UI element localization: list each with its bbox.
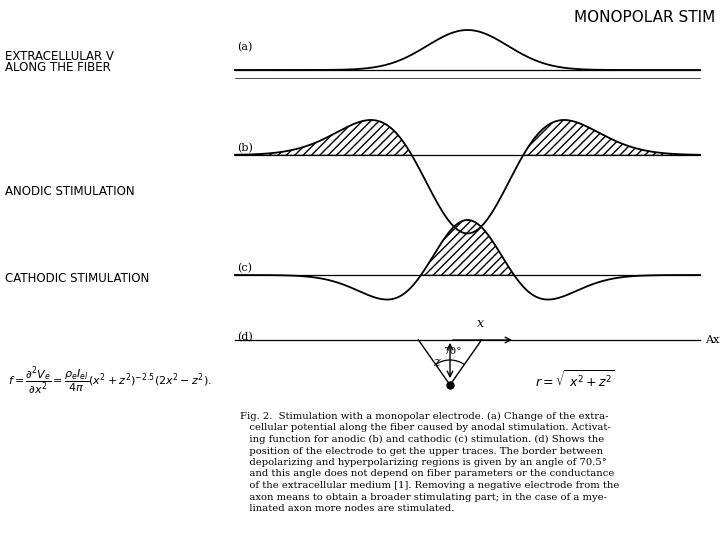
Text: x: x	[477, 317, 484, 330]
Text: depolarizing and hyperpolarizing regions is given by an angle of 70.5°: depolarizing and hyperpolarizing regions…	[240, 458, 607, 467]
Text: of the extracellular medium [1]. Removing a negative electrode from the: of the extracellular medium [1]. Removin…	[240, 481, 619, 490]
Text: linated axon more nodes are stimulated.: linated axon more nodes are stimulated.	[240, 504, 454, 513]
Text: $f = \dfrac{\partial^2 V_e}{\partial x^2} = \dfrac{\rho_e I_{el}}{4\pi}(x^2 + z^: $f = \dfrac{\partial^2 V_e}{\partial x^2…	[8, 365, 212, 397]
Text: axon means to obtain a broader stimulating part; in the case of a mye-: axon means to obtain a broader stimulati…	[240, 492, 607, 502]
Text: Fig. 2.  Stimulation with a monopolar electrode. (a) Change of the extra-: Fig. 2. Stimulation with a monopolar ele…	[240, 412, 608, 421]
Text: cellular potential along the fiber caused by anodal stimulation. Activat-: cellular potential along the fiber cause…	[240, 423, 611, 433]
Text: (d): (d)	[237, 332, 253, 342]
Text: EXTRACELLULAR V: EXTRACELLULAR V	[5, 50, 114, 63]
Text: Axis of axon: Axis of axon	[705, 335, 720, 345]
Text: ANODIC STIMULATION: ANODIC STIMULATION	[5, 185, 135, 198]
Text: ing function for anodic (b) and cathodic (c) stimulation. (d) Shows the: ing function for anodic (b) and cathodic…	[240, 435, 604, 444]
Text: position of the electrode to get the upper traces. The border between: position of the electrode to get the upp…	[240, 447, 603, 456]
Text: $r = \sqrt{\ x^2 + z^2}$: $r = \sqrt{\ x^2 + z^2}$	[535, 369, 615, 390]
Text: 70°: 70°	[443, 347, 462, 356]
Text: (a): (a)	[237, 42, 253, 52]
Text: MONOPOLAR STIM: MONOPOLAR STIM	[574, 10, 715, 25]
Text: (b): (b)	[237, 143, 253, 153]
Text: ALONG THE FIBER: ALONG THE FIBER	[5, 61, 111, 74]
Text: CATHODIC STIMULATION: CATHODIC STIMULATION	[5, 272, 149, 285]
Text: and this angle does not depend on fiber parameters or the conductance: and this angle does not depend on fiber …	[240, 469, 614, 478]
Text: (c): (c)	[237, 263, 252, 273]
Text: z: z	[433, 356, 440, 369]
